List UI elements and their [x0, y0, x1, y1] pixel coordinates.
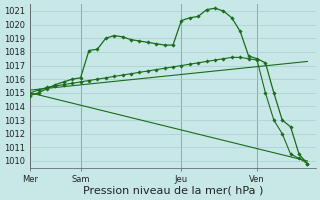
X-axis label: Pression niveau de la mer( hPa ): Pression niveau de la mer( hPa ): [83, 186, 263, 196]
